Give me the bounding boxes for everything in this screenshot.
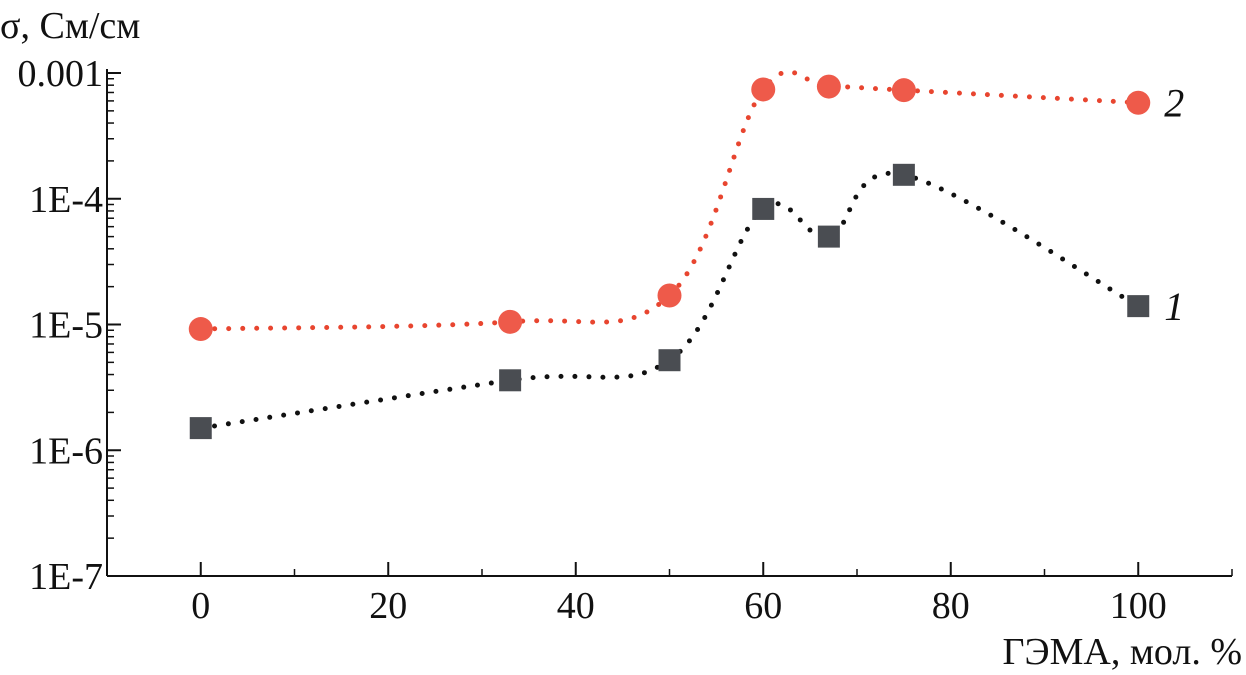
series-1-point xyxy=(817,225,840,248)
y-tick-label: 1E-7 xyxy=(29,556,103,598)
series-1-label: 1 xyxy=(1164,284,1184,329)
x-tick-label: 20 xyxy=(369,585,407,627)
series-1-point xyxy=(1127,295,1150,318)
series-2-point xyxy=(657,283,682,308)
series-2-label: 2 xyxy=(1164,81,1184,126)
series-2-point xyxy=(188,317,213,342)
x-tick-label: 0 xyxy=(191,585,210,627)
x-tick-label: 100 xyxy=(1110,585,1167,627)
series-1-point xyxy=(892,163,915,186)
x-tick-label: 80 xyxy=(932,585,970,627)
series-1-point xyxy=(658,349,681,372)
y-tick-label: 0.001 xyxy=(18,53,104,95)
x-axis-label: ГЭМА, мол. % xyxy=(1003,631,1242,673)
series-2-point xyxy=(751,77,776,102)
series-markers xyxy=(188,74,1151,440)
series-2-point xyxy=(1126,90,1151,115)
y-axis-label: σ, См/см xyxy=(0,5,140,47)
y-tick-label: 1E-4 xyxy=(29,179,103,221)
series-2-point xyxy=(498,309,523,334)
series-1-point xyxy=(499,369,522,392)
x-tick-label: 60 xyxy=(744,585,782,627)
series-1-point xyxy=(752,197,775,220)
series-lines xyxy=(198,69,1141,431)
series-2-point xyxy=(891,78,916,103)
x-tick-label: 40 xyxy=(557,585,595,627)
series-2-line xyxy=(198,69,1141,332)
series-1-point xyxy=(189,417,212,440)
series-labels: 12 xyxy=(1164,81,1184,329)
y-tick-label: 1E-6 xyxy=(29,430,103,472)
axes: 1E-7 1E-6 1E-5 1E-4 0.001 0 20 40 60 80 100 xyxy=(18,53,1233,627)
series-2-point xyxy=(816,74,841,99)
y-tick-label: 1E-5 xyxy=(29,305,103,347)
